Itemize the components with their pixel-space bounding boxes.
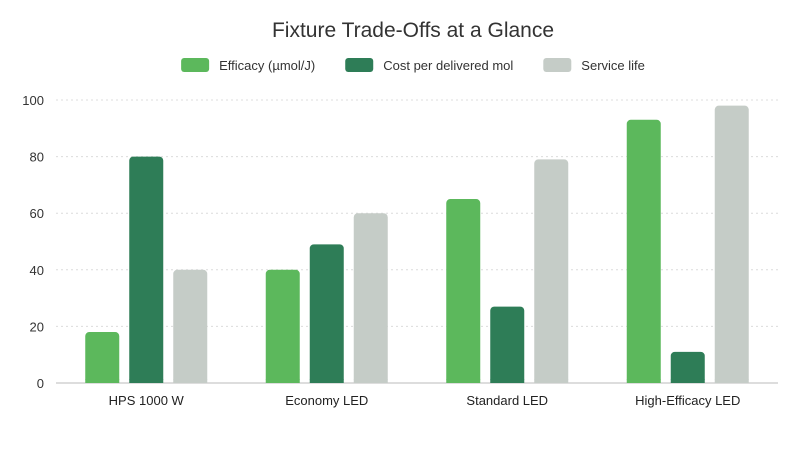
y-tick-label: 80	[30, 150, 44, 165]
bar	[490, 306, 525, 383]
bar	[534, 159, 569, 383]
bar	[173, 269, 208, 383]
y-tick-label: 0	[37, 376, 44, 391]
bar	[309, 244, 344, 383]
y-tick-label: 100	[22, 93, 44, 108]
bar	[85, 332, 120, 383]
bar-base	[446, 379, 481, 383]
bars	[85, 105, 749, 383]
bar	[129, 156, 164, 383]
bar-base	[534, 379, 569, 383]
bar-base	[626, 379, 661, 383]
legend-swatch	[345, 58, 374, 72]
gridlines	[56, 99, 778, 384]
bar-base	[129, 379, 164, 383]
bar-base	[490, 379, 525, 383]
y-axis: 0 20 40 60 80 100	[22, 93, 44, 391]
x-axis: HPS 1000 W Economy LED Standard LED High-Ef…	[109, 393, 741, 408]
bar	[446, 199, 481, 383]
x-tick-label: Standard LED	[466, 393, 548, 408]
x-tick-label: HPS 1000 W	[109, 393, 185, 408]
legend-swatch	[181, 58, 210, 72]
bar-base	[714, 379, 749, 383]
legend-item: Cost per delivered mol	[345, 58, 513, 73]
bar	[353, 213, 388, 383]
y-tick-label: 20	[30, 319, 44, 334]
bar-base	[85, 379, 120, 383]
y-tick-label: 40	[30, 263, 44, 278]
bar-base	[265, 379, 300, 383]
legend-label: Service life	[581, 58, 645, 73]
legend-item: Service life	[543, 58, 645, 73]
bar-base	[353, 379, 388, 383]
legend-label: Efficacy (µmol/J)	[219, 58, 315, 73]
x-tick-label: Economy LED	[285, 393, 368, 408]
bar	[714, 105, 749, 383]
bar-base	[173, 379, 208, 383]
legend-label: Cost per delivered mol	[383, 58, 513, 73]
legend-swatch	[543, 58, 572, 72]
bar	[626, 119, 661, 383]
legend-item: Efficacy (µmol/J)	[181, 58, 315, 73]
bar	[265, 269, 300, 383]
y-tick-label: 60	[30, 206, 44, 221]
chart-title: Fixture Trade-Offs at a Glance	[272, 19, 554, 42]
x-tick-label: High-Efficacy LED	[635, 393, 740, 408]
bar-base	[670, 379, 705, 383]
legend: Efficacy (µmol/J) Cost per delivered mol S…	[181, 58, 645, 73]
bar	[670, 351, 705, 383]
bar-base	[309, 379, 344, 383]
